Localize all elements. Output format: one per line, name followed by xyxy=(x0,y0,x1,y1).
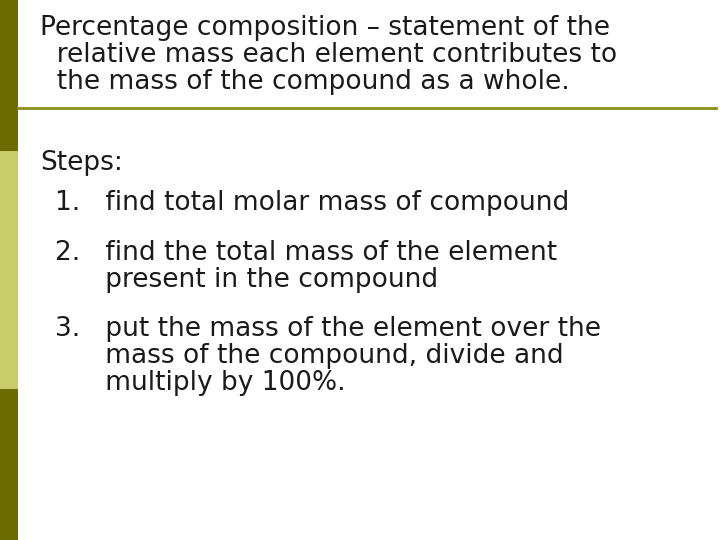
Text: relative mass each element contributes to: relative mass each element contributes t… xyxy=(40,42,617,68)
Text: Steps:: Steps: xyxy=(40,150,123,176)
Text: mass of the compound, divide and: mass of the compound, divide and xyxy=(55,343,564,369)
Text: 1.   find total molar mass of compound: 1. find total molar mass of compound xyxy=(55,190,570,216)
Text: the mass of the compound as a whole.: the mass of the compound as a whole. xyxy=(40,69,570,95)
Text: multiply by 100%.: multiply by 100%. xyxy=(55,370,346,396)
Bar xyxy=(0,0,18,151)
Bar xyxy=(0,151,18,389)
Bar xyxy=(0,389,18,540)
Text: present in the compound: present in the compound xyxy=(55,267,438,293)
Text: 2.   find the total mass of the element: 2. find the total mass of the element xyxy=(55,240,557,266)
Text: 3.   put the mass of the element over the: 3. put the mass of the element over the xyxy=(55,316,601,342)
Text: Percentage composition – statement of the: Percentage composition – statement of th… xyxy=(40,15,610,41)
